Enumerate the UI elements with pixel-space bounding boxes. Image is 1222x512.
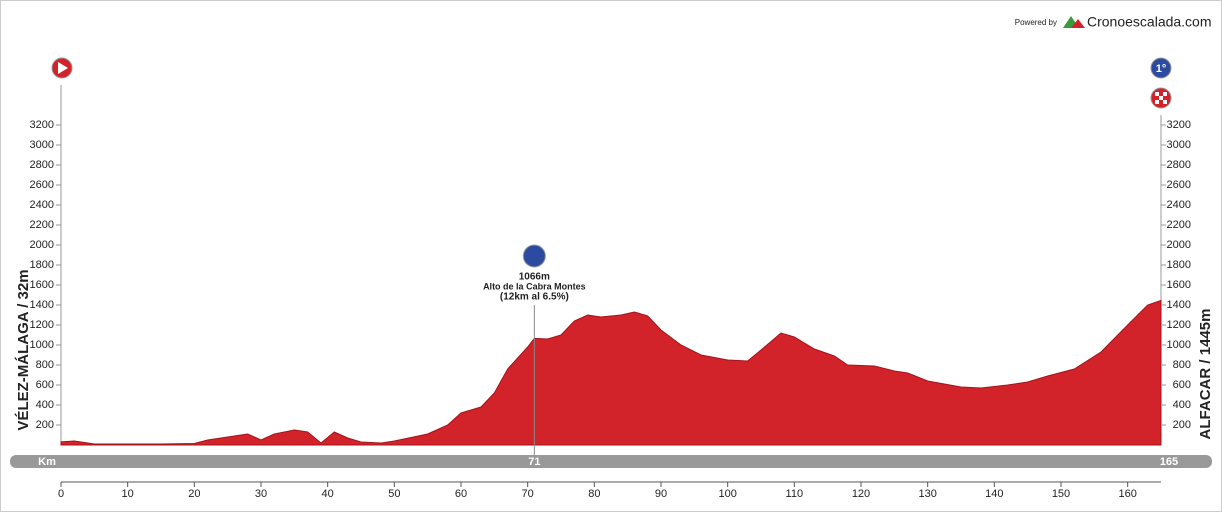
- y-tick-label: 2200: [30, 219, 54, 231]
- finish-label: ALFACAR / 1445m: [1197, 309, 1214, 440]
- y-tick-label: 1200: [30, 319, 54, 331]
- y2-tick-label: 1000: [1167, 339, 1191, 351]
- x-tick-label: 70: [522, 488, 534, 500]
- y-tick-label: 1800: [30, 259, 54, 271]
- y-tick-label: 2400: [30, 199, 54, 211]
- x-tick-label: 120: [852, 488, 870, 500]
- y2-tick-label: 3200: [1167, 119, 1191, 131]
- x-tick-label: 90: [655, 488, 667, 500]
- climb-name: Alto de la Cabra Montes: [483, 281, 586, 291]
- y-tick-label: 400: [36, 399, 54, 411]
- x-tick-label: 0: [58, 488, 64, 500]
- y-tick-label: 3000: [30, 139, 54, 151]
- y2-tick-label: 1800: [1167, 259, 1191, 271]
- y-tick-label: 2600: [30, 179, 54, 191]
- y2-tick-label: 2400: [1167, 199, 1191, 211]
- start-label: VÉLEZ-MÁLAGA / 32m: [15, 269, 32, 430]
- x-tick-label: 60: [455, 488, 467, 500]
- y-tick-label: 1000: [30, 339, 54, 351]
- climb-km: 71: [528, 456, 540, 468]
- start-icon: [51, 57, 73, 79]
- y2-tick-label: 3000: [1167, 139, 1191, 151]
- y2-tick-label: 2600: [1167, 179, 1191, 191]
- x-tick-label: 140: [985, 488, 1003, 500]
- y2-tick-label: 600: [1173, 379, 1191, 391]
- y-tick-label: 3200: [30, 119, 54, 131]
- km-unit: Km: [38, 456, 56, 468]
- y2-tick-label: 2000: [1167, 239, 1191, 251]
- y-tick-label: 200: [36, 419, 54, 431]
- climb-detail: (12km al 6.5%): [500, 292, 569, 303]
- y-tick-label: 2000: [30, 239, 54, 251]
- y-tick-label: 800: [36, 359, 54, 371]
- total-distance: 165: [1160, 456, 1178, 468]
- x-tick-label: 40: [322, 488, 334, 500]
- y2-tick-label: 2800: [1167, 159, 1191, 171]
- y2-tick-label: 400: [1173, 399, 1191, 411]
- climb-icon: [522, 244, 546, 268]
- y-tick-label: 1400: [30, 299, 54, 311]
- y2-tick-label: 1200: [1167, 319, 1191, 331]
- brand-logo: [1063, 16, 1085, 28]
- y2-tick-label: 1600: [1167, 279, 1191, 291]
- elevation-area: [60, 299, 1162, 446]
- x-tick-label: 130: [918, 488, 936, 500]
- x-tick-label: 160: [1118, 488, 1136, 500]
- x-tick-label: 50: [388, 488, 400, 500]
- y-tick-label: 1600: [30, 279, 54, 291]
- y2-tick-label: 1400: [1167, 299, 1191, 311]
- finish-icon: [1150, 87, 1172, 109]
- x-tick-label: 100: [718, 488, 736, 500]
- y-tick-label: 2800: [30, 159, 54, 171]
- km-bar: [10, 455, 1212, 468]
- climb-finish-icon: 1°: [1150, 57, 1172, 79]
- y-tick-label: 600: [36, 379, 54, 391]
- brand-name: Cronoescalada.com: [1087, 14, 1212, 30]
- x-tick-label: 30: [255, 488, 267, 500]
- x-tick-label: 10: [122, 488, 134, 500]
- y2-tick-label: 200: [1173, 419, 1191, 431]
- y2-tick-label: 2200: [1167, 219, 1191, 231]
- powered-by: Powered by: [1015, 18, 1057, 27]
- climb-elevation: 1066m: [519, 272, 550, 283]
- y2-tick-label: 800: [1173, 359, 1191, 371]
- x-tick-label: 110: [786, 488, 804, 500]
- svg-text:1°: 1°: [1156, 63, 1167, 75]
- x-tick-label: 80: [588, 488, 600, 500]
- x-tick-label: 150: [1052, 488, 1070, 500]
- x-tick-label: 20: [188, 488, 200, 500]
